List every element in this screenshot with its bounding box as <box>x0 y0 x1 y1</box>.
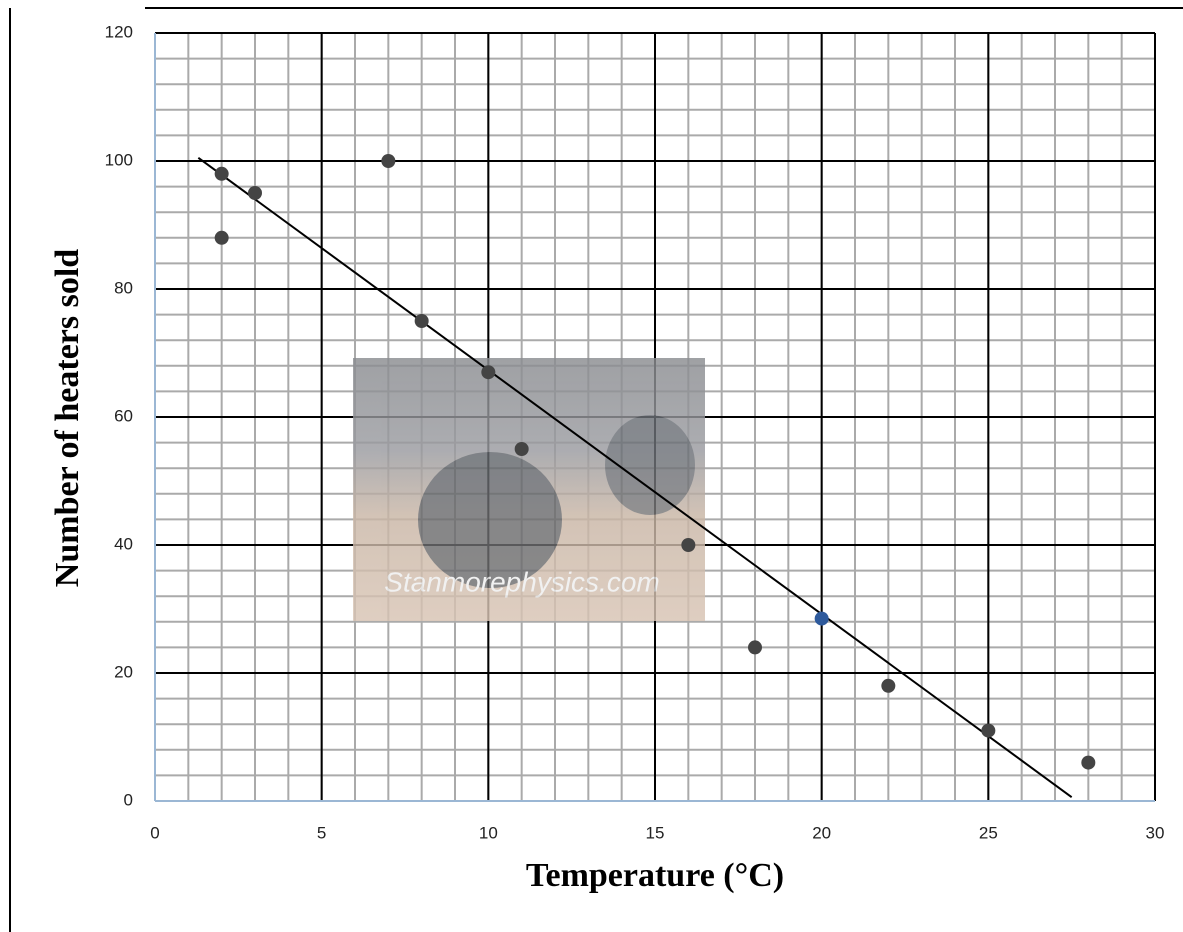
data-point <box>214 230 229 245</box>
frame <box>9 7 1183 932</box>
y-tick-label: 100 <box>105 150 133 169</box>
watermark-pot <box>605 415 695 515</box>
x-tick-label: 15 <box>646 823 665 842</box>
data-point <box>881 678 896 693</box>
data-point <box>981 723 996 738</box>
x-tick-label: 20 <box>812 823 831 842</box>
x-tick-label: 10 <box>479 823 498 842</box>
data-point <box>814 611 829 626</box>
y-axis-title: Number of heaters sold <box>49 249 86 587</box>
data-point <box>514 442 529 456</box>
x-tick-label: 5 <box>317 823 326 842</box>
x-tick-label: 30 <box>1146 823 1165 842</box>
y-tick-label: 120 <box>105 22 133 41</box>
y-tick-label: 20 <box>114 662 133 681</box>
data-point <box>214 166 229 181</box>
y-tick-label: 80 <box>114 278 133 297</box>
watermark-image: Stanmorephysics.com <box>353 358 705 621</box>
data-point <box>748 640 762 655</box>
data-point <box>681 538 696 552</box>
data-point <box>481 365 496 380</box>
watermark-text: Stanmorephysics.com <box>384 566 659 597</box>
trendline <box>197 156 1073 798</box>
y-tick-label: 60 <box>114 406 133 425</box>
data-point <box>414 314 429 328</box>
x-tick-label: 25 <box>979 823 998 842</box>
x-tick-label: 0 <box>150 823 159 842</box>
data-point <box>248 186 262 200</box>
x-axis-title: Temperature (°C) <box>526 857 784 894</box>
y-tick-label: 40 <box>114 534 133 553</box>
data-point <box>1081 755 1096 770</box>
watermark-pot <box>418 452 562 588</box>
y-tick-label: 0 <box>124 790 133 809</box>
data-point <box>381 154 396 168</box>
